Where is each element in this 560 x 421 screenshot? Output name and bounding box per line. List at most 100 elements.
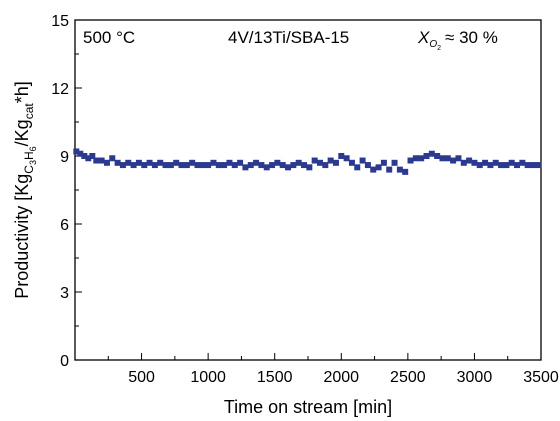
data-point [183, 162, 190, 169]
data-point [130, 162, 137, 169]
data-point [269, 162, 276, 169]
data-point [306, 164, 313, 171]
data-point [380, 159, 387, 166]
y-tick-label: 9 [60, 149, 69, 166]
data-point [290, 162, 297, 169]
annotation-conversion: XO2 ≈ 30 % [417, 28, 498, 52]
x-axis-ticks: 500 1000 1500 2000 2500 3000 3500 [107, 353, 559, 386]
data-point [258, 162, 265, 169]
data-point [407, 157, 414, 164]
data-point [338, 153, 345, 159]
data-point [151, 162, 158, 169]
x-tick-label: 1000 [190, 369, 226, 386]
data-point [412, 155, 419, 162]
data-point [253, 159, 260, 166]
x-tick-label: 3000 [457, 369, 493, 386]
data-point [444, 155, 451, 162]
data-point [103, 159, 110, 166]
data-point [135, 159, 142, 166]
data-point [85, 155, 92, 162]
data-point [89, 153, 96, 159]
conversion-subsub: 2 [437, 45, 441, 52]
data-point [348, 159, 355, 166]
data-point [114, 159, 121, 166]
plot-area [74, 19, 542, 361]
data-point [146, 159, 153, 166]
data-point [508, 159, 515, 166]
y-tick-label: 12 [51, 81, 69, 98]
data-point [503, 162, 510, 169]
data-point [279, 162, 286, 169]
data-point [466, 157, 473, 164]
data-point [332, 159, 339, 166]
data-point [301, 162, 308, 169]
data-point [455, 155, 462, 162]
data-point [391, 159, 398, 166]
x-tick-label: 500 [128, 369, 155, 386]
data-point [530, 162, 537, 169]
data-point [492, 159, 499, 166]
data-point [359, 157, 366, 164]
x-axis-title: Time on stream [min] [224, 397, 392, 417]
conversion-sub: O [429, 39, 437, 50]
data-point [423, 153, 430, 159]
data-point [263, 164, 270, 171]
data-point [285, 164, 292, 171]
x-tick-label: 2000 [323, 369, 359, 386]
conversion-text: ≈ 30 % [445, 28, 498, 47]
data-point [205, 162, 212, 169]
data-point [514, 162, 521, 169]
data-point [199, 162, 206, 169]
data-point [482, 159, 489, 166]
data-point [210, 159, 217, 166]
data-point [98, 157, 105, 164]
y-tick-label: 6 [60, 217, 69, 234]
y-tick-label: 15 [51, 13, 69, 30]
conversion-symbol: X [417, 28, 430, 47]
data-point [327, 157, 334, 164]
data-point [231, 162, 238, 169]
data-point [396, 166, 403, 173]
data-point [194, 162, 201, 169]
y-axis-title: Productivity [KgC3H6/Kgcat*h] [12, 81, 38, 299]
data-point [215, 162, 222, 169]
data-point [519, 159, 526, 166]
data-point [77, 150, 84, 157]
data-point [173, 159, 180, 166]
data-point [524, 162, 531, 169]
data-point [311, 157, 318, 164]
data-point [221, 162, 228, 169]
data-point [402, 168, 409, 175]
data-point [370, 166, 377, 173]
data-point [364, 162, 371, 169]
data-point [247, 162, 254, 169]
y-axis-ticks: 0 3 6 9 12 15 [51, 13, 82, 370]
data-point [226, 159, 233, 166]
annotation-temperature: 500 °C [83, 28, 135, 47]
data-point [109, 155, 116, 162]
data-point [434, 153, 441, 159]
data-point [316, 159, 323, 166]
data-point [125, 159, 132, 166]
data-point [295, 159, 302, 166]
x-tick-label: 3500 [523, 369, 559, 386]
data-point [460, 159, 467, 166]
y-tick-label: 3 [60, 285, 69, 302]
data-point [274, 159, 281, 166]
data-point [428, 150, 435, 157]
data-point [450, 157, 457, 164]
data-point [81, 153, 88, 159]
data-point [535, 162, 542, 169]
x-tick-label: 2500 [390, 369, 426, 386]
svg-text:XO2≈ 30 %: XO2 ≈ 30 % [417, 28, 498, 52]
data-point [418, 155, 425, 162]
x-tick-label: 1500 [257, 369, 293, 386]
data-point [189, 159, 196, 166]
data-point [375, 164, 382, 171]
data-point [167, 162, 174, 169]
data-series [73, 148, 542, 175]
data-point [157, 159, 164, 166]
data-point [498, 162, 505, 169]
data-point [487, 162, 494, 169]
data-point [178, 162, 185, 169]
